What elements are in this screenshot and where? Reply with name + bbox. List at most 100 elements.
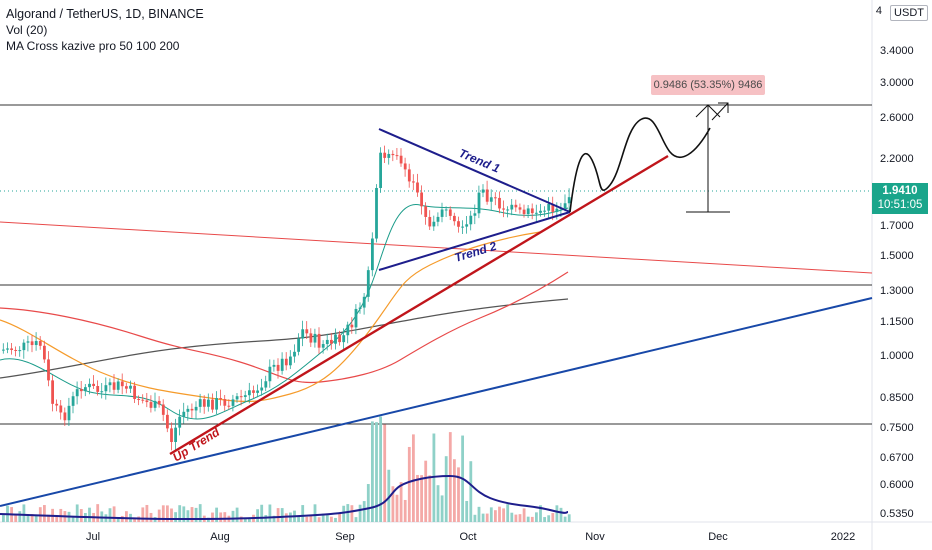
candle-body[interactable] bbox=[30, 341, 34, 346]
candle-body[interactable] bbox=[260, 387, 264, 391]
candle-body[interactable] bbox=[96, 386, 100, 392]
candle-body[interactable] bbox=[10, 348, 13, 350]
candle-body[interactable] bbox=[526, 208, 530, 215]
candle-body[interactable] bbox=[231, 399, 235, 406]
candle-body[interactable] bbox=[133, 385, 136, 399]
candle-body[interactable] bbox=[354, 308, 358, 328]
candle-body[interactable] bbox=[289, 356, 292, 366]
candle-body[interactable] bbox=[567, 197, 571, 204]
candle-body[interactable] bbox=[92, 383, 95, 387]
candle-body[interactable] bbox=[79, 389, 83, 392]
candle-body[interactable] bbox=[330, 339, 333, 344]
candle-body[interactable] bbox=[539, 210, 542, 213]
candle-body[interactable] bbox=[219, 398, 223, 400]
trend2-line[interactable] bbox=[378, 211, 571, 271]
candle-body[interactable] bbox=[26, 341, 30, 343]
candle-body[interactable] bbox=[141, 399, 145, 401]
candle-body[interactable] bbox=[469, 215, 473, 225]
candle-body[interactable] bbox=[243, 395, 247, 397]
candle-body[interactable] bbox=[334, 334, 337, 344]
candle-body[interactable] bbox=[498, 197, 501, 209]
long-blue-trend-line[interactable] bbox=[0, 297, 873, 507]
candle-body[interactable] bbox=[489, 197, 493, 202]
candle-body[interactable] bbox=[448, 209, 452, 216]
candle-body[interactable] bbox=[547, 203, 551, 211]
candle-body[interactable] bbox=[22, 342, 26, 351]
candle-body[interactable] bbox=[75, 389, 79, 397]
candle-body[interactable] bbox=[309, 333, 313, 343]
candle-body[interactable] bbox=[375, 187, 378, 239]
candle-body[interactable] bbox=[473, 213, 477, 216]
candle-body[interactable] bbox=[379, 152, 382, 188]
candle-body[interactable] bbox=[125, 386, 128, 389]
candle-body[interactable] bbox=[272, 364, 276, 367]
candlestick-series[interactable] bbox=[2, 145, 571, 451]
price-axis[interactable]: 3.4000 3.0000 2.6000 2.2000 1.7000 1.5000 1.30… bbox=[880, 45, 914, 520]
candle-body[interactable] bbox=[18, 350, 22, 352]
uptrend-line[interactable] bbox=[169, 154, 669, 456]
candle-body[interactable] bbox=[399, 155, 403, 164]
candle-body[interactable] bbox=[510, 204, 514, 210]
candle-body[interactable] bbox=[211, 399, 214, 410]
candle-body[interactable] bbox=[174, 427, 177, 442]
candle-body[interactable] bbox=[350, 324, 354, 328]
candle-body[interactable] bbox=[485, 189, 489, 202]
candle-body[interactable] bbox=[178, 416, 182, 428]
candle-body[interactable] bbox=[383, 152, 387, 158]
candle-body[interactable] bbox=[514, 204, 518, 208]
candle-body[interactable] bbox=[6, 348, 9, 350]
candle-body[interactable] bbox=[453, 215, 456, 222]
candle-body[interactable] bbox=[461, 226, 464, 228]
candle-body[interactable] bbox=[100, 391, 104, 393]
candle-body[interactable] bbox=[325, 339, 329, 345]
candle-body[interactable] bbox=[129, 385, 132, 389]
candle-body[interactable] bbox=[317, 333, 321, 348]
candle-body[interactable] bbox=[84, 387, 87, 392]
candle-body[interactable] bbox=[403, 163, 407, 170]
candle-body[interactable] bbox=[268, 366, 272, 382]
candle-body[interactable] bbox=[264, 381, 268, 388]
candle-body[interactable] bbox=[313, 333, 317, 343]
candle-body[interactable] bbox=[551, 203, 555, 212]
candle-body[interactable] bbox=[252, 390, 255, 393]
candle-body[interactable] bbox=[305, 329, 309, 334]
candle-body[interactable] bbox=[555, 208, 559, 212]
candle-body[interactable] bbox=[215, 398, 218, 410]
candle-body[interactable] bbox=[276, 364, 280, 371]
candle-body[interactable] bbox=[518, 207, 522, 210]
candle-body[interactable] bbox=[358, 307, 362, 309]
candle-body[interactable] bbox=[412, 181, 415, 183]
candle-body[interactable] bbox=[202, 399, 206, 407]
symbol-title[interactable]: Algorand / TetherUS, 1D, BINANCE bbox=[6, 7, 204, 21]
candle-body[interactable] bbox=[465, 224, 469, 227]
candle-body[interactable] bbox=[186, 408, 190, 412]
volume-indicator-label[interactable]: Vol (20) bbox=[6, 23, 48, 37]
candle-body[interactable] bbox=[481, 189, 485, 193]
candle-body[interactable] bbox=[284, 358, 288, 366]
candle-body[interactable] bbox=[293, 351, 296, 357]
candle-body[interactable] bbox=[338, 334, 341, 343]
candle-body[interactable] bbox=[457, 221, 460, 227]
candle-body[interactable] bbox=[108, 382, 112, 386]
candle-body[interactable] bbox=[149, 402, 153, 408]
candle-body[interactable] bbox=[506, 209, 510, 211]
candle-body[interactable] bbox=[477, 192, 481, 214]
candle-body[interactable] bbox=[71, 396, 75, 406]
candle-body[interactable] bbox=[248, 390, 251, 396]
candle-body[interactable] bbox=[502, 208, 505, 210]
candle-body[interactable] bbox=[494, 197, 497, 199]
candle-body[interactable] bbox=[346, 324, 350, 336]
time-axis[interactable]: Jul Aug Sep Oct Nov Dec 2022 bbox=[86, 531, 855, 543]
candle-body[interactable] bbox=[395, 155, 399, 157]
candle-body[interactable] bbox=[88, 383, 91, 388]
currency-button[interactable]: USDT bbox=[890, 5, 928, 21]
long-red-trend-line[interactable] bbox=[0, 221, 873, 274]
candle-body[interactable] bbox=[391, 153, 395, 156]
candle-body[interactable] bbox=[256, 390, 259, 393]
candle-body[interactable] bbox=[120, 381, 124, 387]
candle-body[interactable] bbox=[563, 203, 567, 209]
candle-body[interactable] bbox=[371, 238, 374, 271]
candle-body[interactable] bbox=[535, 212, 538, 214]
